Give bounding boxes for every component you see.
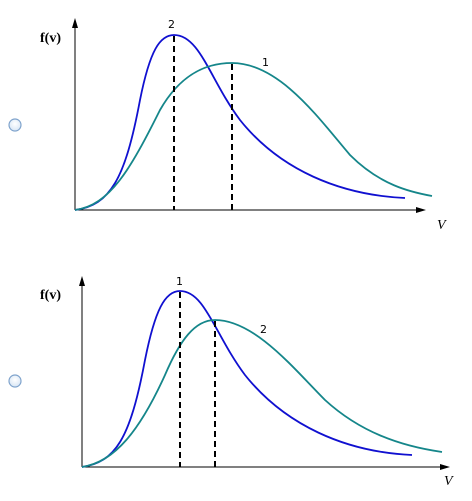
arrow [416,207,426,213]
arrow [79,276,85,286]
x-label: V [444,474,454,489]
curve-label: 1 [262,56,269,69]
curve-label: 1 [176,275,183,288]
curve-label: 2 [168,18,175,31]
option-1[interactable]: f(v) V 2 1 [8,18,447,233]
x-label: V [437,218,447,233]
option-2[interactable]: f(v) V 1 2 [8,275,454,489]
radio-button[interactable] [8,374,22,388]
arrow [72,18,78,28]
y-label: f(v) [40,31,61,46]
diagram: f(v) V 2 1 [40,18,447,233]
curve [74,62,433,211]
arrow [440,464,450,470]
curve [74,34,406,211]
y-label: f(v) [40,288,61,303]
curve [81,319,443,468]
curve-label: 2 [260,323,267,336]
radio-button[interactable] [8,118,22,132]
curve [81,290,413,468]
diagram: f(v) V 1 2 [40,275,454,489]
